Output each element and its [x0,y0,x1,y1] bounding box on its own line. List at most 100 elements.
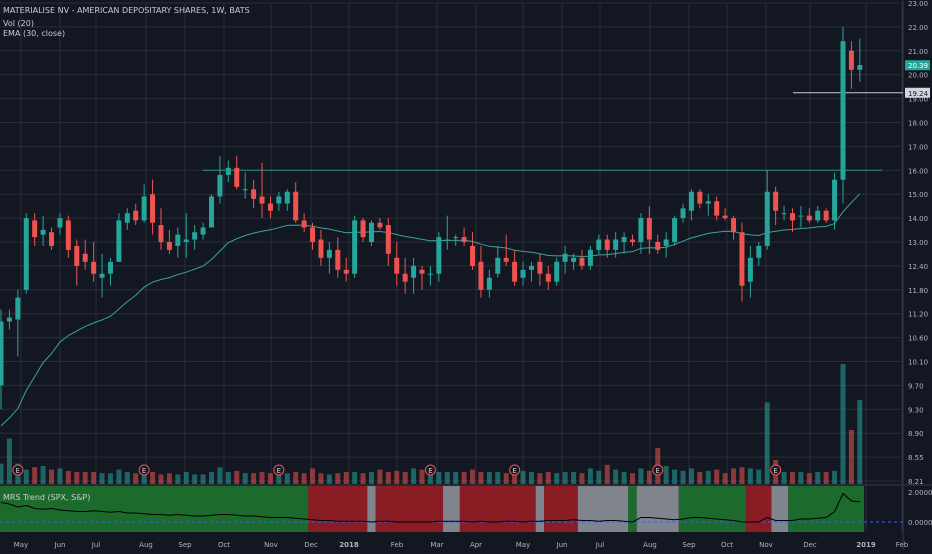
candle-body [82,253,88,262]
candle-body [638,218,644,242]
price-tick-label: 22.00 [908,24,928,32]
candle-body [436,237,442,274]
time-tick-label: Sep [682,541,696,549]
time-tick-label: Jul [91,541,101,549]
volume-bar [798,472,804,484]
candle-body [554,261,560,282]
candle [528,261,534,282]
candle-body [478,261,484,290]
earnings-marker-label: E [773,467,777,475]
volume-bar [141,472,147,484]
candle-body [789,213,795,221]
earnings-e-icon[interactable]: E [12,464,24,476]
candle-body [133,210,139,221]
candle [360,218,366,242]
candle-body [613,239,619,250]
volume-bar [99,473,105,484]
volume-bar [613,469,619,484]
candle-body [596,239,602,250]
volume-bar [739,467,745,484]
candle [823,208,829,223]
candle [562,245,568,274]
candle [267,196,273,219]
candle [200,222,206,240]
earnings-e-icon[interactable]: E [509,464,521,476]
candle [65,215,71,258]
volume-bar [158,474,164,484]
candle [368,220,374,246]
time-tick-label: May [14,541,28,549]
candle-body [722,215,728,219]
candle-body [756,245,762,258]
candle-body [394,257,400,274]
volume-legend[interactable]: Vol (20) [3,19,34,28]
mrs-trend-legend[interactable]: MRS Trend (SPX, S&P) [3,493,91,502]
candle [806,208,812,223]
volume-bar [672,469,678,484]
candle [343,257,349,282]
candle-body [655,242,661,250]
candle [183,213,189,258]
mrs-trend-background [0,486,865,532]
candle-body [453,237,459,239]
candle [453,234,459,246]
candle-body [486,277,492,290]
candle [326,242,332,274]
marked-price-label: 19.24 [908,90,929,98]
volume-bar [461,472,467,484]
earnings-e-icon[interactable]: E [770,464,782,476]
indicator-tick-label: 0.0000 [908,519,932,527]
candle-body [116,220,122,262]
ema-legend[interactable]: EMA (30, close) [3,29,66,38]
chart-title: MATERIALISE NV - AMERICAN DEPOSITARY SHA… [3,6,250,15]
candle-body [503,257,509,262]
candle-body [427,273,433,275]
candle-body [234,167,240,187]
earnings-marker-label: E [142,467,146,475]
candle [158,208,164,250]
volume-bar [335,473,341,484]
time-tick-label: Mar [430,541,443,549]
earnings-e-icon[interactable]: E [138,464,150,476]
candle [74,239,80,286]
candle [722,208,728,221]
price-tick-label: 20.00 [908,72,928,80]
candle-body [326,249,332,258]
candle [503,234,509,266]
earnings-e-icon[interactable]: E [273,464,285,476]
price-tick-label: 16.00 [908,167,928,175]
candle-body [107,261,113,274]
candle-body [0,321,4,386]
time-tick-label: Feb [896,541,909,549]
candle [15,289,21,357]
candle [545,265,551,290]
candle [495,245,501,278]
candle [697,189,703,209]
trend-segment-gray [443,486,460,532]
candle-body [840,41,846,180]
earnings-e-icon[interactable]: E [652,464,664,476]
volume-bar [318,473,324,484]
volume-bars [0,364,863,484]
last-price-label: 20.39 [908,62,928,70]
candle [40,215,46,246]
earnings-e-icon[interactable]: E [424,464,436,476]
price-tick-label: 14.00 [908,215,928,223]
candle [310,222,316,250]
volume-bar [848,430,854,484]
volume-bar [183,472,189,484]
candle [461,227,467,246]
candle [402,257,408,294]
candle-body [242,189,248,191]
price-tick-label: 13.00 [908,239,928,247]
candle [832,172,838,230]
price-tick-label: 10.60 [908,335,928,343]
trend-segment-red [746,486,772,532]
price-tick-label: 11.80 [908,287,928,295]
candle-body [49,232,55,246]
time-tick-label: Aug [643,541,657,549]
